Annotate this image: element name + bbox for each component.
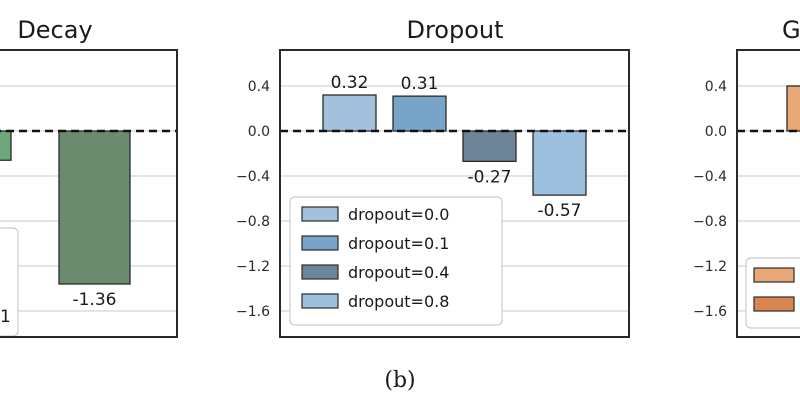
axes-frame — [0, 49, 178, 338]
y-tick-label: −0.8 — [693, 214, 727, 230]
bar — [532, 130, 587, 196]
bar-value-label: 0.32 — [331, 73, 369, 93]
y-tick-label: 0.0 — [705, 124, 727, 140]
y-tick-label: 0.0 — [248, 124, 270, 140]
chart-title: Dropout — [406, 16, 503, 44]
legend-label: dropout=0.8 — [348, 292, 449, 311]
axes-frame — [279, 49, 630, 338]
legend-swatch — [753, 296, 795, 312]
chart-title: Decay — [17, 16, 92, 44]
y-tick-label: −1.2 — [236, 259, 270, 275]
y-tick-label: 0.4 — [248, 79, 270, 95]
axes-frame — [736, 49, 800, 338]
bar — [392, 95, 447, 132]
y-tick-label: −1.2 — [693, 259, 727, 275]
chart-title: G — [782, 16, 800, 44]
legend-swatch — [753, 267, 795, 283]
legend-swatch — [301, 206, 339, 222]
y-tick-label: −0.4 — [236, 169, 270, 185]
legend-label: dropout=0.0 — [348, 205, 449, 224]
legend-swatch — [301, 293, 339, 309]
bar — [786, 85, 800, 132]
bar-value-label: -0.57 — [538, 201, 582, 221]
y-tick-label: −1.6 — [236, 304, 270, 320]
y-tick-label: −0.8 — [236, 214, 270, 230]
bar-value-label: 0.31 — [401, 74, 439, 94]
bar-value-label: -1.36 — [73, 290, 117, 310]
bar — [462, 130, 517, 163]
legend-box — [289, 196, 503, 326]
y-tick-label: 0.4 — [705, 79, 727, 95]
legend-swatch — [301, 235, 339, 251]
y-tick-label: −1.6 — [693, 304, 727, 320]
bar — [322, 94, 377, 132]
partial-text: 1 — [0, 307, 11, 327]
bar — [0, 130, 12, 161]
figure-caption: (b) — [384, 368, 416, 393]
legend-swatch — [301, 264, 339, 280]
y-tick-label: −0.4 — [693, 169, 727, 185]
legend-label: dropout=0.1 — [348, 234, 449, 253]
bar — [58, 130, 131, 285]
legend-label: dropout=0.4 — [348, 263, 449, 282]
bar-value-label: -0.27 — [468, 167, 512, 187]
